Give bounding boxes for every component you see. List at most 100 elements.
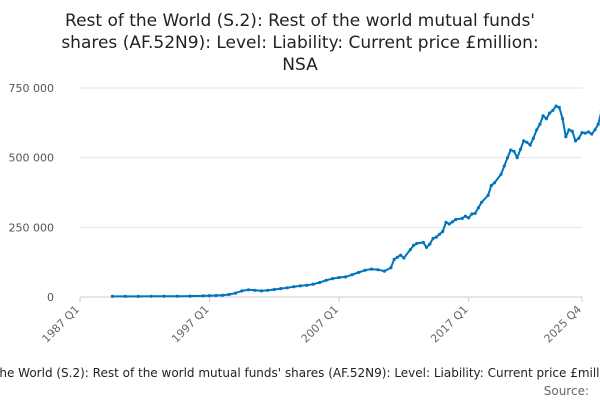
data-point[interactable] [583, 131, 587, 135]
data-point[interactable] [463, 214, 467, 218]
data-point[interactable] [561, 117, 565, 121]
data-point[interactable] [337, 275, 341, 280]
data-point[interactable] [577, 136, 581, 140]
data-point[interactable] [434, 235, 438, 239]
data-point[interactable] [522, 139, 526, 143]
x-tick-label: 2017 Q1 [428, 303, 471, 346]
data-point[interactable] [593, 128, 597, 132]
data-point[interactable] [554, 104, 558, 108]
data-point[interactable] [515, 156, 519, 160]
data-point[interactable] [395, 255, 399, 259]
data-point[interactable] [573, 139, 578, 143]
data-point[interactable] [350, 273, 354, 277]
data-point[interactable] [266, 288, 270, 292]
data-point[interactable] [557, 105, 561, 110]
data-point[interactable] [567, 128, 571, 132]
data-point[interactable] [311, 282, 315, 286]
data-point[interactable] [444, 220, 448, 224]
data-point[interactable] [392, 257, 396, 261]
data-point[interactable] [402, 256, 406, 260]
data-point[interactable] [564, 135, 568, 139]
data-point[interactable] [570, 129, 574, 133]
data-point[interactable] [431, 236, 435, 241]
data-point[interactable] [292, 285, 296, 289]
data-point[interactable] [382, 269, 386, 273]
series-line [112, 105, 600, 298]
data-point[interactable] [227, 292, 231, 297]
data-point[interactable] [318, 280, 322, 285]
data-point[interactable] [110, 294, 114, 298]
data-point[interactable] [259, 289, 263, 293]
data-point[interactable] [188, 294, 192, 298]
data-point[interactable] [489, 183, 493, 188]
data-point[interactable] [476, 206, 480, 210]
data-point[interactable] [551, 108, 555, 112]
data-point[interactable] [502, 164, 506, 168]
data-point[interactable] [505, 156, 510, 160]
data-point[interactable] [596, 122, 600, 126]
data-point[interactable] [240, 289, 244, 293]
data-point[interactable] [590, 132, 594, 136]
data-point[interactable] [535, 128, 539, 132]
data-point[interactable] [528, 143, 532, 147]
data-point[interactable] [207, 294, 212, 298]
data-point[interactable] [214, 293, 218, 298]
data-point[interactable] [220, 293, 225, 297]
data-point[interactable] [369, 267, 374, 271]
data-point[interactable] [412, 243, 416, 247]
data-point[interactable] [149, 294, 153, 298]
data-point[interactable] [460, 216, 464, 220]
data-point[interactable] [428, 242, 432, 246]
data-point[interactable] [486, 193, 490, 197]
data-point[interactable] [441, 229, 445, 234]
data-point[interactable] [525, 140, 529, 144]
data-point[interactable] [162, 294, 166, 298]
data-point[interactable] [544, 117, 549, 121]
data-point[interactable] [331, 277, 335, 281]
data-point[interactable] [279, 287, 283, 291]
data-point[interactable] [538, 122, 542, 126]
data-point[interactable] [447, 222, 451, 226]
data-point[interactable] [233, 291, 238, 295]
data-point[interactable] [499, 172, 503, 176]
data-point[interactable] [541, 114, 545, 118]
data-point[interactable] [424, 245, 429, 249]
data-point[interactable] [305, 283, 309, 287]
data-point[interactable] [356, 270, 361, 275]
data-point[interactable] [512, 149, 516, 153]
data-point[interactable] [421, 240, 425, 244]
data-point[interactable] [531, 136, 536, 140]
data-point[interactable] [298, 284, 302, 288]
data-point[interactable] [437, 232, 442, 236]
data-point[interactable] [389, 266, 393, 270]
data-point[interactable] [363, 268, 367, 272]
data-point[interactable] [253, 288, 257, 292]
data-point[interactable] [480, 200, 484, 204]
data-point[interactable] [467, 216, 471, 220]
data-point[interactable] [123, 294, 127, 298]
data-point[interactable] [473, 211, 477, 215]
data-point[interactable] [518, 147, 523, 151]
data-point[interactable] [408, 248, 412, 252]
data-point[interactable] [246, 288, 250, 292]
data-point[interactable] [580, 131, 584, 135]
data-point[interactable] [415, 241, 419, 246]
data-point[interactable] [175, 294, 179, 298]
data-point[interactable] [285, 286, 289, 290]
data-point[interactable] [344, 275, 348, 279]
data-point[interactable] [509, 148, 513, 152]
data-point[interactable] [586, 130, 591, 134]
data-point[interactable] [493, 181, 497, 185]
data-point[interactable] [201, 294, 205, 298]
data-point[interactable] [450, 220, 455, 224]
x-tick-label: 2007 Q1 [299, 303, 342, 346]
data-point[interactable] [548, 111, 552, 115]
data-point[interactable] [454, 217, 458, 222]
legend-item[interactable]: Rest of the World (S.2): Rest of the wor… [0, 366, 600, 380]
data-point[interactable] [399, 253, 403, 257]
data-point[interactable] [470, 212, 474, 216]
data-point[interactable] [376, 268, 380, 272]
data-point[interactable] [324, 278, 328, 282]
data-point[interactable] [272, 287, 276, 292]
data-point[interactable] [136, 294, 140, 298]
